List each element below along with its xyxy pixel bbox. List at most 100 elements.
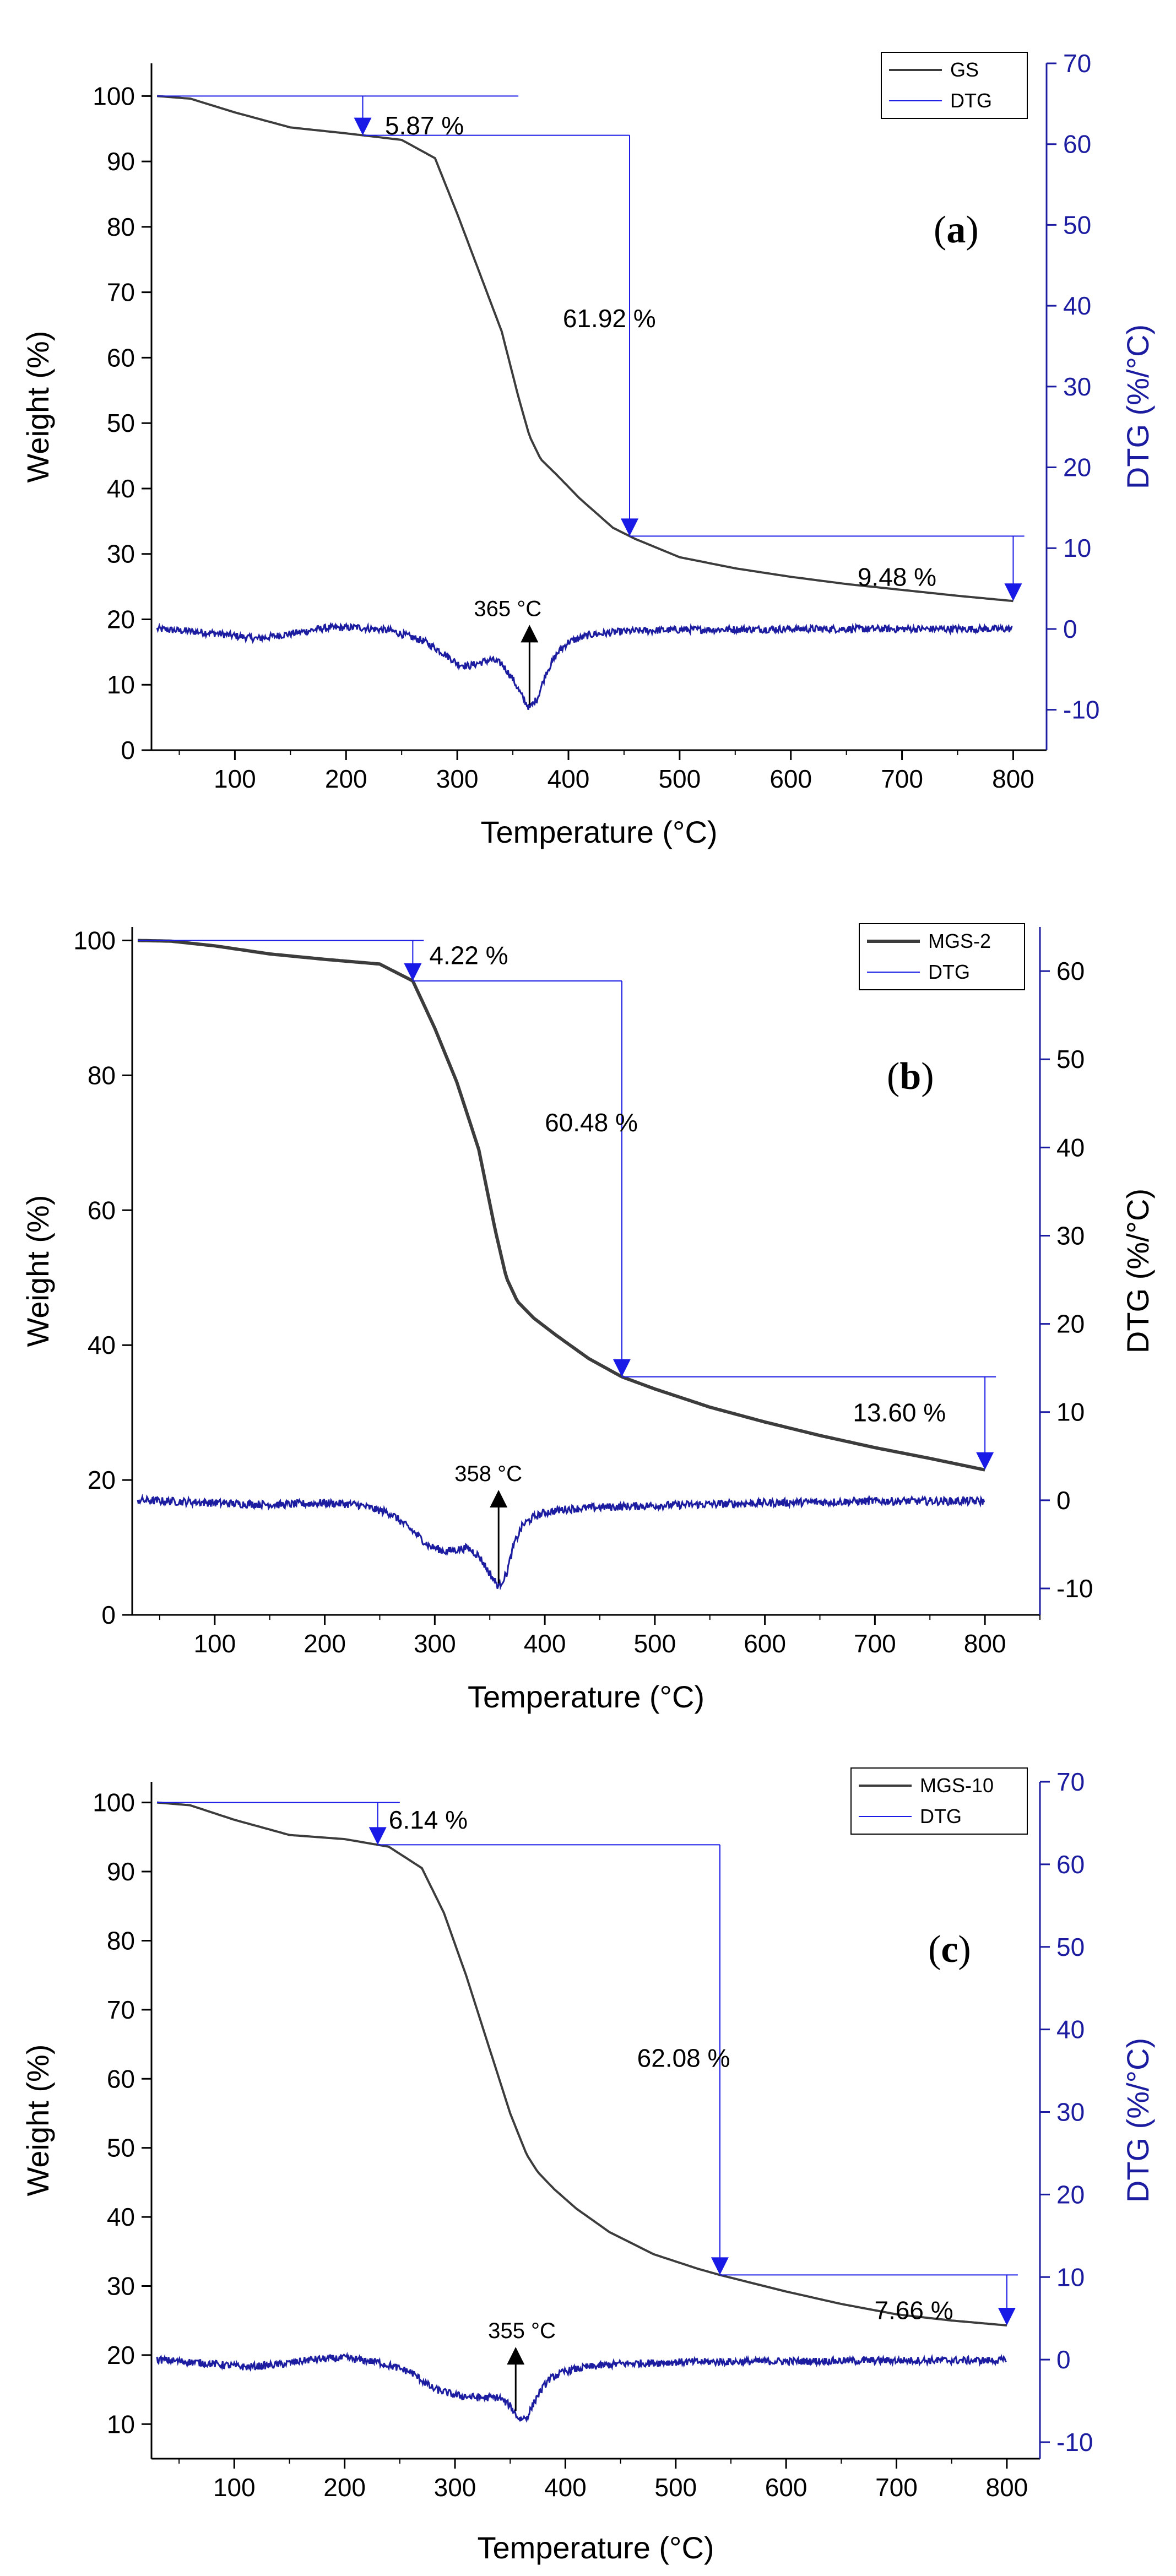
x-tick-label: 600 <box>765 2473 808 2502</box>
x-tick-label: 100 <box>214 764 256 793</box>
x-axis-title: Temperature (°C) <box>480 815 717 849</box>
x-tick-label: 700 <box>875 2473 918 2502</box>
panel-letter: (a) <box>934 209 979 251</box>
y-axis-title: Weight (%) <box>20 1195 55 1347</box>
y-tick-label: 70 <box>107 278 135 307</box>
y2-tick-label: 30 <box>1063 372 1091 401</box>
y2-tick-label: 60 <box>1063 130 1091 159</box>
y2-axis-title: DTG (%/°C) <box>1120 324 1155 489</box>
panel-letter-paren: ) <box>966 209 978 251</box>
dtg-line <box>156 2351 1007 2423</box>
step-arrow-head <box>621 518 639 536</box>
y2-axis-title: DTG (%/°C) <box>1120 1189 1155 1353</box>
y-tick-label: 60 <box>107 343 135 372</box>
legend-box <box>850 1767 1028 1835</box>
x-tick-label: 300 <box>414 1629 456 1658</box>
mass-loss-label: 6.14 % <box>389 1805 468 1834</box>
x-tick-label: 200 <box>304 1629 346 1658</box>
peak-label: 355 °C <box>488 2319 556 2343</box>
y2-tick-label: 40 <box>1056 2015 1085 2044</box>
y-tick-label: 60 <box>107 2064 135 2093</box>
mass-loss-label: 60.48 % <box>545 1108 638 1137</box>
y-tick-label: 100 <box>73 926 116 955</box>
mass-loss-label: 4.22 % <box>429 941 508 969</box>
y2-tick-label: 0 <box>1056 2345 1071 2374</box>
step-arrow-head <box>354 117 372 135</box>
panel-letter-paren: ( <box>928 1928 941 1971</box>
y2-axis-title: DTG (%/°C) <box>1120 2038 1155 2203</box>
x-tick-label: 500 <box>633 1629 676 1658</box>
y-tick-label: 60 <box>88 1196 116 1224</box>
tga-chart-b: 100 200 300 400 500 600 700 800 0 20 40 60 80 100 -10 0… <box>20 923 1155 1714</box>
y2-tick-label: -10 <box>1056 2428 1093 2456</box>
legend-label-weight: MGS-10 <box>920 1774 994 1797</box>
y-tick-label: 20 <box>107 2341 135 2369</box>
step-arrow-head <box>404 963 422 981</box>
panel-letter-char: b <box>899 1055 921 1098</box>
y-tick-label: 80 <box>107 1926 135 1955</box>
y2-tick-label: -10 <box>1056 1574 1093 1603</box>
weight-line <box>156 1801 1007 2326</box>
peak-label: 358 °C <box>454 1462 522 1486</box>
y-tick-label: 100 <box>93 1788 135 1817</box>
legend-label-dtg: DTG <box>950 89 992 112</box>
x-tick-label: 400 <box>548 764 590 793</box>
y-tick-label: 0 <box>121 736 135 764</box>
y2-tick-label: -10 <box>1063 696 1099 724</box>
y-tick-label: 30 <box>107 2271 135 2300</box>
y2-tick-label: 50 <box>1063 210 1091 239</box>
y-tick-label: 40 <box>107 474 135 503</box>
step-arrow-head <box>998 2307 1016 2325</box>
legend-box <box>859 923 1025 990</box>
y-tick-label: 80 <box>88 1061 116 1089</box>
tga-chart-a: 100 200 300 400 500 600 700 8000102030405060708… <box>20 49 1155 849</box>
y-tick-label: 10 <box>107 2410 135 2438</box>
x-tick-label: 100 <box>213 2473 256 2502</box>
x-tick-label: 800 <box>964 1629 1006 1658</box>
mass-loss-label: 5.87 % <box>385 111 464 140</box>
y-tick-label: 0 <box>101 1601 116 1629</box>
y2-tick-label: 20 <box>1056 2180 1085 2209</box>
y-axis-title: Weight (%) <box>20 2044 55 2197</box>
y2-tick-label: 40 <box>1056 1133 1085 1162</box>
y-tick-label: 40 <box>88 1331 116 1359</box>
y-tick-label: 40 <box>107 2203 135 2231</box>
x-tick-label: 200 <box>325 764 367 793</box>
y2-tick-label: 70 <box>1056 1767 1085 1796</box>
x-tick-label: 600 <box>769 764 812 793</box>
x-tick-label: 800 <box>986 2473 1028 2502</box>
x-axis-title: Temperature (°C) <box>477 2530 714 2565</box>
mass-loss-label: 9.48 % <box>858 562 936 591</box>
y-tick-label: 20 <box>107 605 135 633</box>
y2-tick-label: 30 <box>1056 2098 1085 2127</box>
x-tick-label: 300 <box>434 2473 476 2502</box>
legend-label-weight: MGS-2 <box>928 930 991 952</box>
panel-letter-paren: ) <box>921 1055 934 1098</box>
peak-arrow-head <box>521 625 539 643</box>
y-tick-label: 50 <box>107 2134 135 2162</box>
x-tick-label: 200 <box>323 2473 366 2502</box>
tga-chart-c: 100 200 300 400 500 600 700 8001020304050607080… <box>20 1767 1155 2565</box>
panel-letter: (b) <box>887 1055 934 1098</box>
x-tick-label: 500 <box>658 764 701 793</box>
weight-line <box>156 95 1014 603</box>
y-axis-title: Weight (%) <box>20 331 55 483</box>
mass-loss-label: 7.66 % <box>874 2296 953 2324</box>
peak-label: 365 °C <box>474 596 541 621</box>
step-arrow-head <box>711 2257 729 2275</box>
y-tick-label: 80 <box>107 213 135 241</box>
step-arrow-head <box>1004 583 1022 601</box>
x-tick-label: 400 <box>544 2473 587 2502</box>
panel-letter: (c) <box>928 1928 971 1971</box>
y2-tick-label: 50 <box>1056 1933 1085 1961</box>
x-tick-label: 600 <box>744 1629 786 1658</box>
x-tick-label: 700 <box>854 1629 896 1658</box>
panel-letter-paren: ( <box>887 1055 899 1098</box>
legend-label-dtg: DTG <box>920 1805 962 1827</box>
y2-tick-label: 10 <box>1056 1398 1085 1427</box>
y-tick-label: 20 <box>88 1466 116 1494</box>
y-tick-label: 50 <box>107 409 135 437</box>
step-arrow-head <box>976 1452 994 1470</box>
y-tick-label: 70 <box>107 1995 135 2024</box>
y2-tick-label: 50 <box>1056 1045 1085 1073</box>
